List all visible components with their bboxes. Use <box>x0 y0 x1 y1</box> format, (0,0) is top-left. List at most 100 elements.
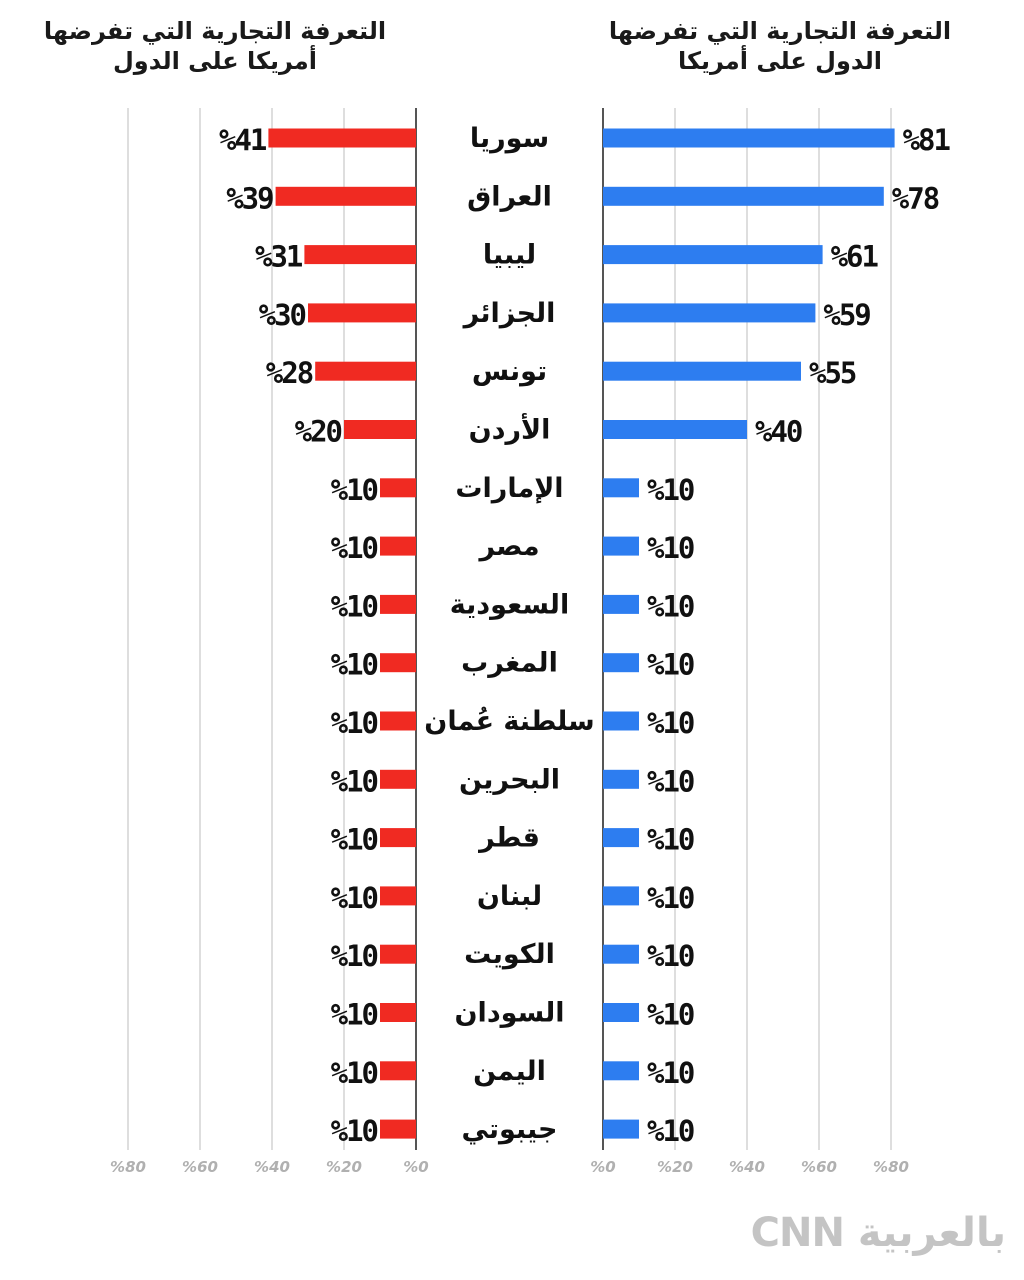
right-bar-label: %40 <box>755 415 802 449</box>
right-bar <box>603 361 801 381</box>
right-bar-label: %10 <box>647 589 694 623</box>
left-bar-label: %10 <box>331 764 378 798</box>
country-label: الكويت <box>464 939 555 970</box>
right-bar-label: %10 <box>647 531 694 565</box>
left-bar <box>268 128 416 148</box>
right-bar <box>603 536 639 556</box>
left-bar <box>380 944 416 964</box>
left-bar <box>380 1061 416 1081</box>
country-label: ليبيا <box>483 240 536 271</box>
country-label: تونس <box>472 356 547 387</box>
right-bar-label: %10 <box>647 1114 694 1148</box>
left-bar-label: %20 <box>295 415 342 449</box>
left-bar-label: %10 <box>331 473 378 507</box>
country-label: العراق <box>467 181 552 212</box>
left-tick-label: %40 <box>254 1158 290 1176</box>
right-bar <box>603 1003 639 1022</box>
right-bar-label: %10 <box>647 881 694 915</box>
left-bar <box>380 594 416 614</box>
right-bar <box>603 303 816 323</box>
right-tick-label: %20 <box>657 1158 693 1176</box>
left-tick-label: %60 <box>182 1158 218 1176</box>
left-bar-label: %10 <box>331 998 378 1032</box>
right-bar-label: %10 <box>647 1056 694 1090</box>
right-tick-label: %80 <box>873 1158 909 1176</box>
left-bar <box>380 478 416 498</box>
left-bar <box>380 711 416 731</box>
left-bar-label: %10 <box>331 706 378 740</box>
left-bar-label: %10 <box>331 1056 378 1090</box>
right-bar-label: %81 <box>903 123 951 157</box>
right-bar <box>603 1061 639 1081</box>
right-bar-label: %10 <box>647 473 694 507</box>
left-bar-label: %41 <box>219 123 267 157</box>
left-bar-label: %10 <box>331 648 378 682</box>
country-label: لبنان <box>477 881 542 912</box>
left-tick-label: %20 <box>326 1158 362 1176</box>
left-bar-label: %28 <box>266 356 313 390</box>
left-bar-label: %10 <box>331 531 378 565</box>
right-bar-label: %10 <box>647 939 694 973</box>
right-tick-label: %40 <box>729 1158 765 1176</box>
right-bar <box>603 653 639 673</box>
country-label: الإمارات <box>455 473 563 504</box>
left-bar <box>380 653 416 673</box>
right-bar <box>603 1119 639 1139</box>
country-label: سوريا <box>470 123 549 154</box>
country-label: البحرين <box>459 764 560 795</box>
country-label: المغرب <box>461 648 558 679</box>
country-label: جيبوتي <box>462 1114 558 1145</box>
right-bar <box>603 769 639 789</box>
left-chart-title: التعرفة التجارية التي تفرضها أمريكا على … <box>43 17 387 75</box>
right-bar <box>603 944 639 964</box>
right-bar-label: %10 <box>647 998 694 1032</box>
right-bar-label: %10 <box>647 764 694 798</box>
right-bar-label: %78 <box>892 181 939 215</box>
left-tick-label: %80 <box>110 1158 146 1176</box>
right-bar-label: %10 <box>647 823 694 857</box>
right-bar <box>603 420 747 439</box>
right-bar-label: %59 <box>823 298 870 332</box>
country-label: الأردن <box>469 413 551 446</box>
left-bar <box>380 886 416 906</box>
right-bar <box>603 186 884 206</box>
right-bar <box>603 128 895 148</box>
country-label: السعودية <box>450 589 569 620</box>
country-label: مصر <box>477 531 539 562</box>
country-label: الجزائر <box>462 298 556 329</box>
left-bar-label: %30 <box>259 298 306 332</box>
left-bar <box>380 828 416 848</box>
left-bar <box>304 245 416 265</box>
left-bar-label: %10 <box>331 881 378 915</box>
left-bar-label: %10 <box>331 939 378 973</box>
right-bar-label: %10 <box>647 706 694 740</box>
right-bar-label: %55 <box>809 356 856 390</box>
left-bar-label: %10 <box>331 589 378 623</box>
right-bar <box>603 711 639 731</box>
right-chart-title: التعرفة التجارية التي تفرضها الدول على أ… <box>608 17 952 75</box>
right-tick-label: %60 <box>801 1158 837 1176</box>
right-tick-label: %0 <box>590 1158 615 1176</box>
country-label: سلطنة عُمان <box>424 706 594 737</box>
left-bar <box>380 1119 416 1139</box>
left-bar <box>344 420 416 439</box>
right-bar <box>603 245 823 265</box>
country-label: السودان <box>455 998 565 1029</box>
right-bar <box>603 828 639 848</box>
left-bar <box>380 1003 416 1022</box>
left-bar <box>380 536 416 556</box>
right-bar <box>603 478 639 498</box>
left-bar <box>315 361 416 381</box>
left-bar <box>275 186 416 206</box>
left-bar <box>308 303 416 323</box>
country-label: اليمن <box>473 1056 546 1087</box>
right-bar <box>603 594 639 614</box>
left-bar-label: %10 <box>331 823 378 857</box>
left-bar-label: %39 <box>226 181 273 215</box>
left-bar <box>380 769 416 789</box>
right-bar <box>603 886 639 906</box>
left-bar-label: %31 <box>255 240 303 274</box>
left-bar-label: %10 <box>331 1114 378 1148</box>
left-tick-label: %0 <box>403 1158 428 1176</box>
